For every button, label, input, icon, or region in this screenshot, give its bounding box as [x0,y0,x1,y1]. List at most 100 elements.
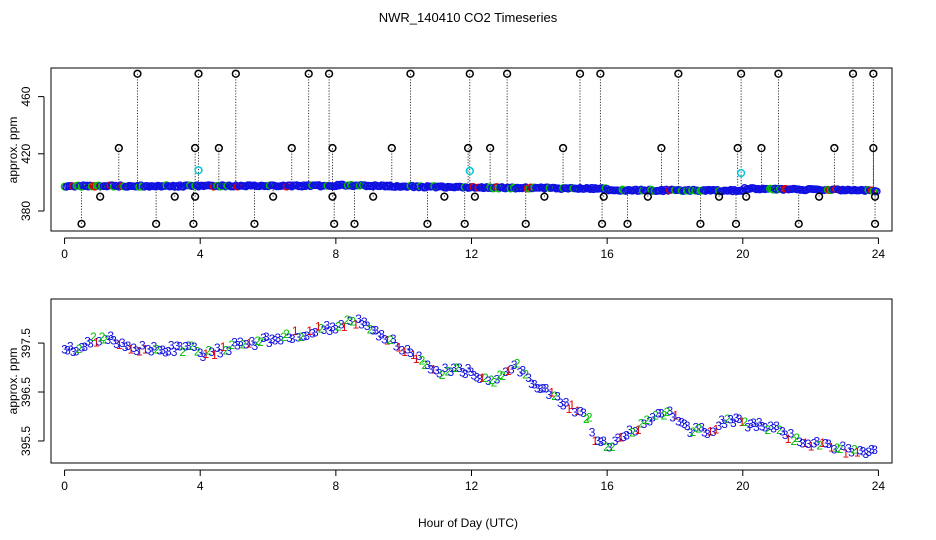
outlier-low-point [597,219,607,229]
series-3-point: 3 [473,371,480,385]
series-3-point: 3 [159,343,166,357]
series-1-point: 1 [574,404,581,418]
series-3-point: 3 [865,445,872,459]
series-3-point: 3 [667,404,674,418]
series-3-point: 3 [375,330,382,344]
outlier-mid-point [463,143,473,153]
series-1-point: 1 [401,345,408,359]
series-3-point: 3 [525,371,532,385]
series-3-point: 3 [364,319,371,333]
series-3-point: 3 [251,339,258,353]
outlier-near-point [96,192,105,201]
series-3-point: 3 [571,405,578,419]
series-3-point: 3 [620,430,627,444]
series-3-point: 3 [476,372,483,386]
series-3-point: 3 [312,326,319,340]
outlier-high-point [194,69,203,78]
series-2-point: 2 [724,412,731,426]
series-2-point: 2 [851,442,858,456]
series-3-point: 3 [358,318,365,332]
series-3-point: 3 [537,382,544,396]
x-axis-label: Hour of Day (UTC) [418,516,518,530]
series-3-point: 3 [145,343,152,357]
x-tick-label: 24 [872,479,886,493]
series-3-point: 3 [321,323,328,337]
series-2-point: 2 [638,416,645,430]
series-1-point: 1 [842,447,849,461]
outlier-high-point [596,69,605,78]
outlier-low-point [151,219,161,229]
series-1-point: 1 [413,352,420,366]
x-tick-label: 20 [736,247,750,261]
series-3-point: 3 [675,414,682,428]
outlier-high-point [406,69,415,78]
series-3-point: 3 [182,340,189,354]
series-3-point: 3 [260,331,267,345]
series-1-point: 1 [635,423,642,437]
series-3-point: 3 [393,339,400,353]
series-3-point: 3 [796,435,803,449]
series-3-point: 3 [61,342,68,356]
series-3-point: 3 [860,445,867,459]
series-2-point: 2 [223,344,230,358]
series-3-point: 3 [721,417,728,431]
top-y-axis-label: approx. ppm [6,117,20,184]
baseline-point [598,184,606,192]
series-3-point: 3 [871,443,878,457]
series-3-point: 3 [560,399,567,413]
x-tick-label: 0 [61,479,68,493]
series-2-point: 2 [280,330,287,344]
series-2-point: 2 [367,323,374,337]
series-3-point: 3 [162,345,169,359]
series-3-point: 3 [300,329,307,343]
series-2-point: 2 [335,320,342,334]
outlier-near-point [328,192,337,201]
series-3-point: 3 [286,331,293,345]
series-3-point: 3 [517,366,524,380]
series-2-point: 2 [99,330,106,344]
series-3-point: 3 [704,427,711,441]
baseline-point [603,184,612,193]
series-3-point: 3 [70,345,77,359]
series-1-point: 1 [785,432,792,446]
y-tick-label: 460 [19,86,33,106]
series-3-point: 3 [716,419,723,433]
series-2-point: 2 [194,344,201,358]
y-tick-label: 396.5 [19,377,33,407]
series-3-point: 3 [436,366,443,380]
series-3-point: 3 [67,339,74,353]
series-3-point: 3 [554,390,561,404]
series-3-point: 3 [407,346,414,360]
series-1-point: 1 [707,425,714,439]
series-3-point: 3 [839,439,846,453]
outlier-near-point [742,192,751,201]
outlier-near-point [470,192,480,201]
series-3-point: 3 [373,323,380,337]
series-2-point: 2 [790,434,797,448]
series-3-point: 3 [243,338,250,352]
series-2-point: 2 [690,425,697,439]
series-3-point: 3 [753,420,760,434]
outlier-high-point [502,69,512,78]
series-3-point: 3 [594,434,601,448]
series-3-point: 3 [347,314,354,328]
series-2-point: 2 [603,440,610,454]
series-1-point: 1 [292,324,299,338]
series-1-point: 1 [341,320,348,334]
series-3-point: 3 [289,332,296,346]
series-3-point: 3 [615,431,622,445]
series-1-point: 1 [315,320,322,334]
series-2-point: 2 [522,368,529,382]
series-3-point: 3 [545,388,552,402]
x-tick-label: 4 [197,479,204,493]
outlier-mid-point [214,143,224,153]
series-2-point: 2 [551,389,558,403]
series-3-point: 3 [805,437,812,451]
series-3-point: 3 [646,414,653,428]
series-2-point: 2 [153,342,160,356]
outlier-near-point [870,192,880,201]
series-2-point: 2 [422,358,429,372]
x-tick-label: 20 [736,479,750,493]
outlier-high-point [736,69,746,78]
series-1-point: 1 [592,434,599,448]
